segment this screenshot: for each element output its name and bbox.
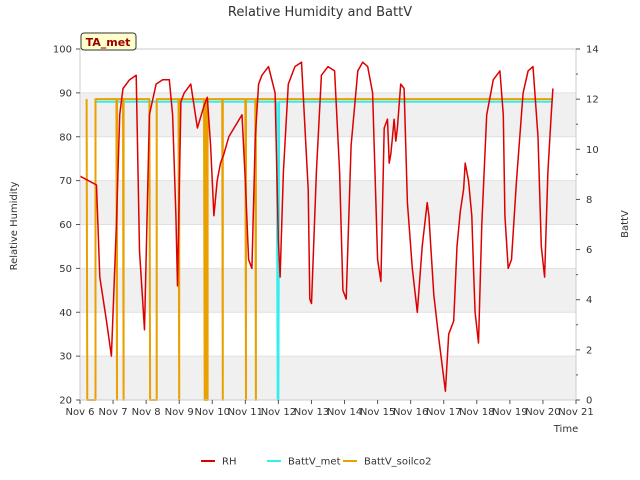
x-tick-label: Nov 19 (492, 407, 527, 418)
x-tick-label: Nov 14 (327, 407, 362, 418)
y2-tick-label: 10 (586, 145, 599, 156)
x-tick-label: Nov 9 (165, 407, 194, 418)
y2-tick-label: 0 (586, 396, 592, 407)
grid-band (80, 356, 576, 400)
y2-tick-label: 8 (586, 195, 592, 206)
y-tick-label: 60 (59, 220, 72, 231)
grid-band (80, 92, 576, 137)
chart-title: Relative Humidity and BattV (228, 5, 412, 20)
x-axis-label: Time (553, 424, 578, 435)
y2-tick-label: 6 (586, 245, 592, 256)
legend: RH BattV_met BattV_soilco2 (201, 457, 432, 468)
grid-band (80, 180, 576, 225)
legend-label: BattV_soilco2 (364, 457, 432, 468)
grid-band (80, 268, 576, 313)
legend-label: BattV_met (288, 457, 341, 468)
y2-tick-label: 2 (586, 345, 592, 356)
x-tick-label: Nov 18 (459, 407, 494, 418)
y-tick-label: 50 (59, 264, 72, 275)
x-tick-label: Nov 12 (261, 407, 296, 418)
x-tick-label: Nov 10 (195, 407, 230, 418)
y-tick-label: 70 (59, 176, 72, 187)
x-tick-label: Nov 15 (360, 407, 395, 418)
y-tick-label: 30 (59, 352, 72, 363)
x-tick-label: Nov 8 (132, 407, 161, 418)
y2-tick-label: 12 (586, 95, 599, 106)
y-tick-label: 20 (59, 396, 72, 407)
y2-tick-label: 14 (586, 45, 599, 56)
series-line-rh (79, 61, 554, 392)
x-tick-label: Nov 11 (228, 407, 263, 418)
legend-label: RH (222, 457, 236, 468)
y-tick-label: 40 (59, 308, 72, 319)
series-line-battv-soilco2 (85, 98, 553, 401)
y-tick-label: 90 (59, 88, 72, 99)
x-tick-label: Nov 20 (525, 407, 560, 418)
x-tick-label: Nov 6 (65, 407, 94, 418)
x-tick-label: Nov 17 (426, 407, 461, 418)
x-tick-label: Nov 13 (294, 407, 329, 418)
y-axis-label: Relative Humidity (9, 182, 20, 271)
x-tick-label: Nov 16 (393, 407, 428, 418)
station-badge: TA_met (80, 32, 137, 51)
x-tick-label: Nov 21 (558, 407, 593, 418)
y-tick-label: 80 (59, 132, 72, 143)
station-badge-label: TA_met (86, 36, 131, 49)
y2-tick-label: 4 (586, 295, 592, 306)
y-tick-label: 100 (53, 45, 72, 56)
y2-axis-label: BattV (620, 210, 631, 238)
x-tick-label: Nov 7 (99, 407, 128, 418)
